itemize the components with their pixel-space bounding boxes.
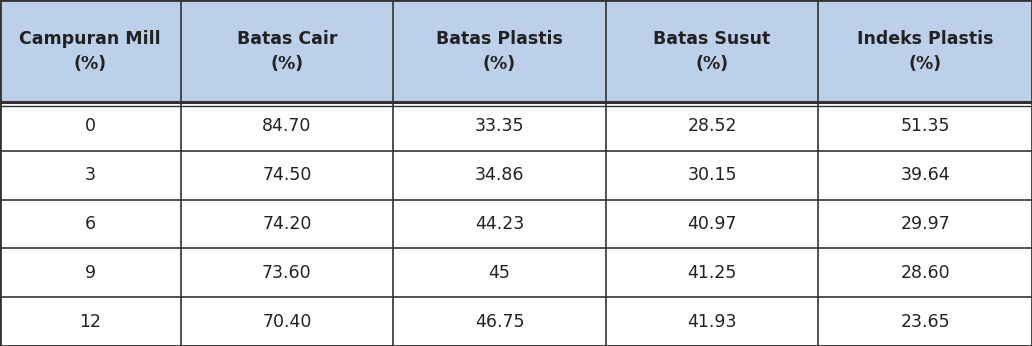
Text: 41.93: 41.93: [687, 312, 737, 331]
Text: 23.65: 23.65: [900, 312, 950, 331]
Bar: [818, 200, 1032, 248]
Text: 74.50: 74.50: [262, 166, 312, 184]
Text: 33.35: 33.35: [475, 117, 524, 136]
Text: Batas Plastis
(%): Batas Plastis (%): [437, 29, 562, 73]
Bar: [818, 0, 1032, 102]
Bar: [0, 297, 181, 346]
Bar: [181, 0, 393, 102]
Text: 28.60: 28.60: [900, 264, 950, 282]
Text: 29.97: 29.97: [900, 215, 950, 233]
Text: 44.23: 44.23: [475, 215, 524, 233]
Bar: [181, 102, 393, 151]
Text: 45: 45: [488, 264, 511, 282]
Text: 9: 9: [85, 264, 96, 282]
Text: 46.75: 46.75: [475, 312, 524, 331]
Bar: [181, 151, 393, 200]
Bar: [606, 248, 818, 297]
Bar: [818, 297, 1032, 346]
Bar: [606, 297, 818, 346]
Bar: [0, 102, 181, 151]
Bar: [393, 200, 606, 248]
Text: 34.86: 34.86: [475, 166, 524, 184]
Bar: [606, 200, 818, 248]
Text: Indeks Plastis
(%): Indeks Plastis (%): [857, 29, 994, 73]
Bar: [606, 0, 818, 102]
Text: Batas Cair
(%): Batas Cair (%): [236, 29, 337, 73]
Bar: [181, 248, 393, 297]
Bar: [393, 102, 606, 151]
Text: 39.64: 39.64: [900, 166, 950, 184]
Bar: [818, 102, 1032, 151]
Bar: [606, 102, 818, 151]
Bar: [606, 151, 818, 200]
Bar: [393, 0, 606, 102]
Text: 30.15: 30.15: [687, 166, 737, 184]
Text: 3: 3: [85, 166, 96, 184]
Bar: [0, 248, 181, 297]
Bar: [818, 151, 1032, 200]
Bar: [818, 248, 1032, 297]
Bar: [0, 151, 181, 200]
Bar: [181, 200, 393, 248]
Text: 6: 6: [85, 215, 96, 233]
Text: 70.40: 70.40: [262, 312, 312, 331]
Text: 84.70: 84.70: [262, 117, 312, 136]
Text: 0: 0: [85, 117, 96, 136]
Text: Batas Susut
(%): Batas Susut (%): [653, 29, 771, 73]
Bar: [393, 151, 606, 200]
Bar: [0, 200, 181, 248]
Bar: [393, 248, 606, 297]
Text: 28.52: 28.52: [687, 117, 737, 136]
Bar: [0, 0, 181, 102]
Text: 41.25: 41.25: [687, 264, 737, 282]
Text: Campuran Mill
(%): Campuran Mill (%): [20, 29, 161, 73]
Bar: [393, 297, 606, 346]
Text: 73.60: 73.60: [262, 264, 312, 282]
Bar: [181, 297, 393, 346]
Text: 40.97: 40.97: [687, 215, 737, 233]
Text: 74.20: 74.20: [262, 215, 312, 233]
Text: 12: 12: [79, 312, 101, 331]
Text: 51.35: 51.35: [901, 117, 949, 136]
